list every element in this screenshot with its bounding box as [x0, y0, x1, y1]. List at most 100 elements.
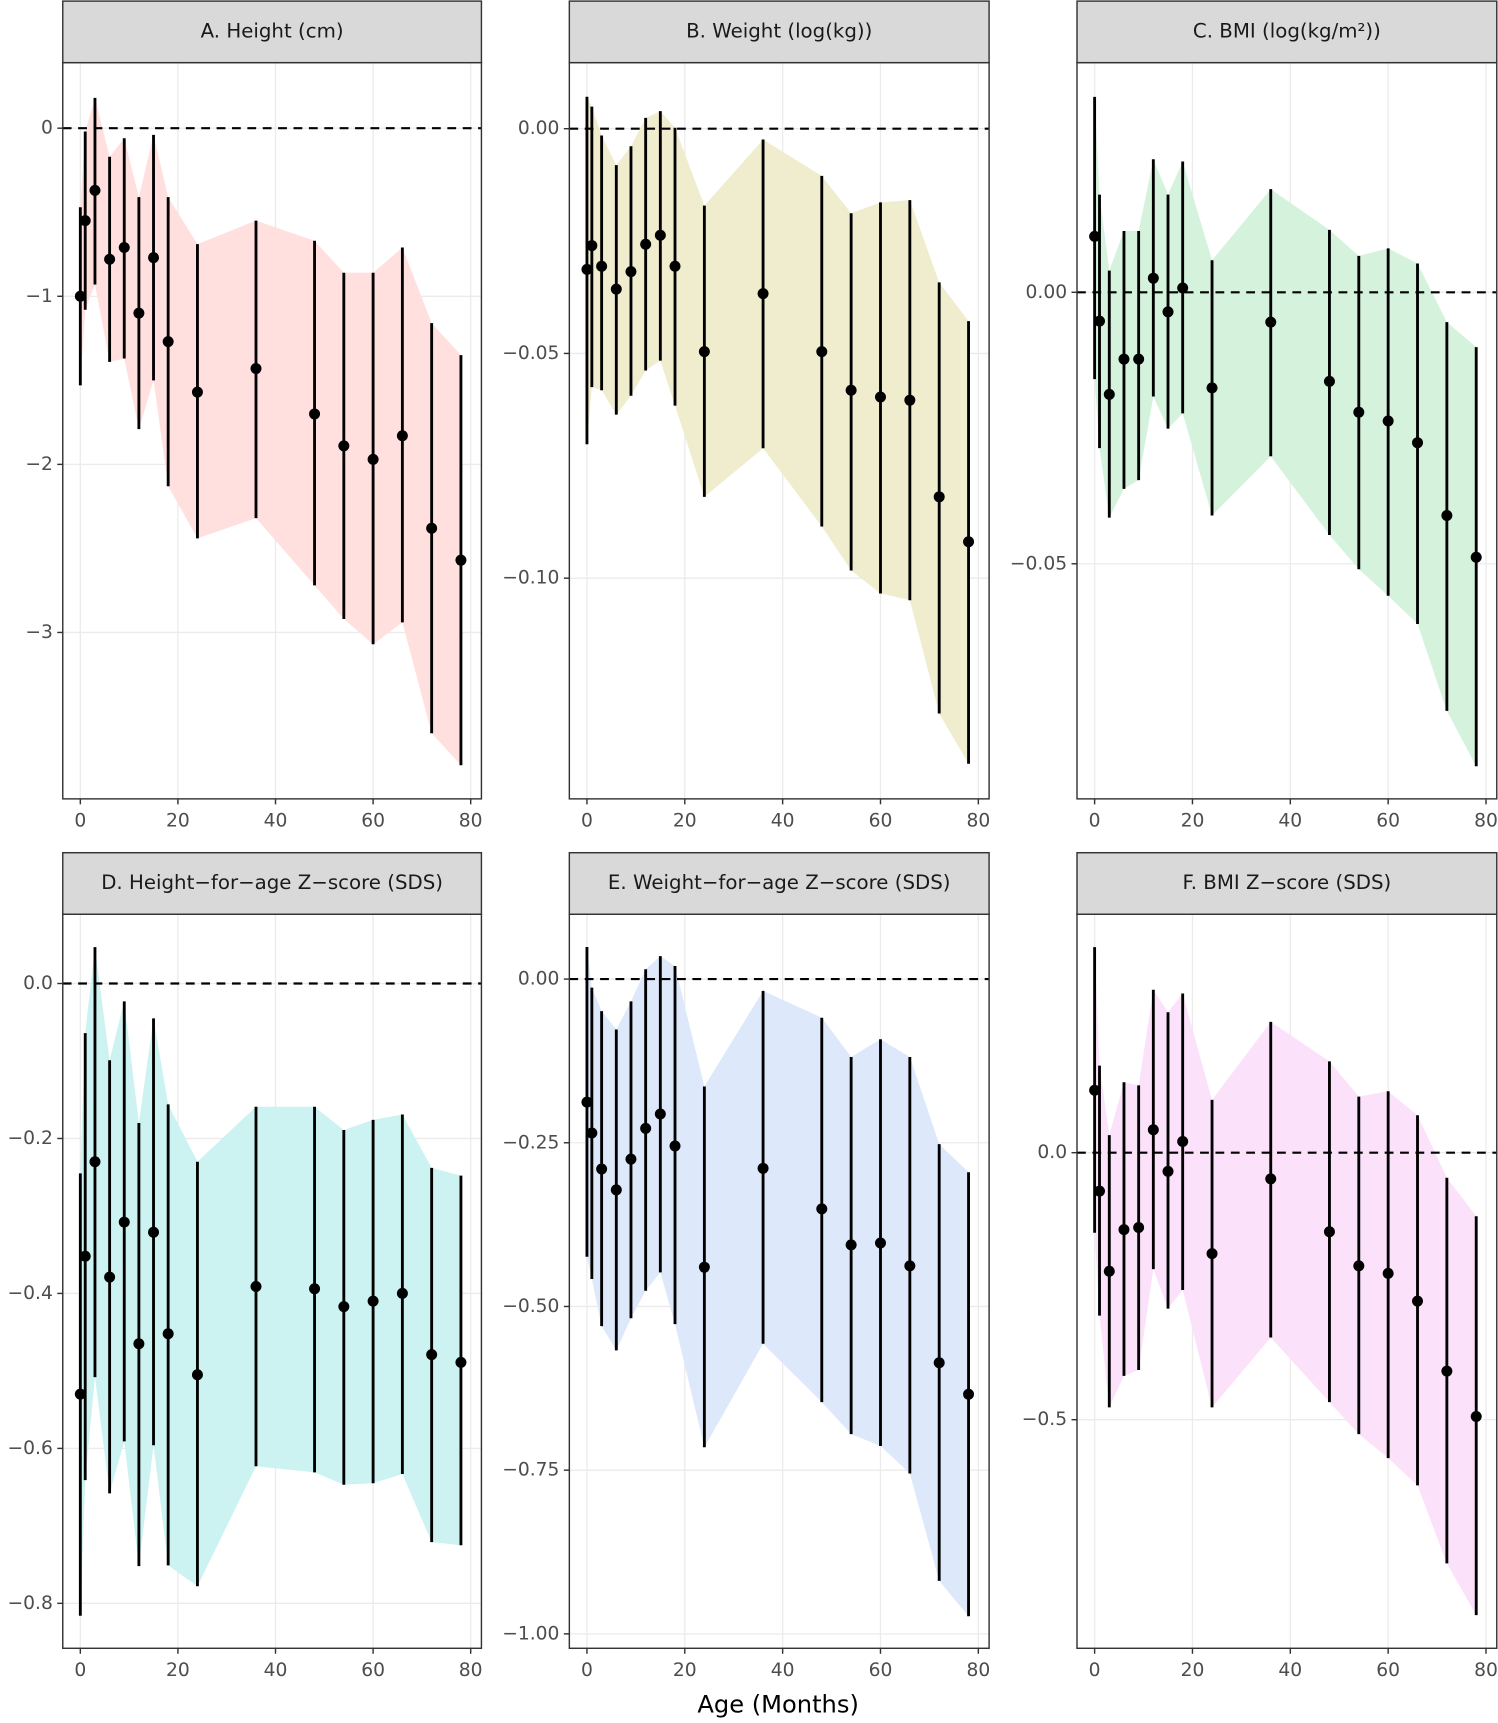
x-tick-label: 0	[1089, 1660, 1101, 1681]
point	[455, 554, 467, 566]
x-tick-label: 20	[1181, 1660, 1205, 1681]
point	[396, 1287, 408, 1299]
point	[148, 1226, 160, 1238]
point	[904, 1260, 916, 1272]
point	[118, 1216, 130, 1228]
point	[338, 440, 350, 452]
point	[426, 1349, 438, 1361]
y-tick-label: 0.0	[1037, 1142, 1067, 1163]
y-tick-label: −0.05	[502, 343, 559, 364]
point	[625, 266, 637, 278]
point	[698, 346, 710, 358]
point	[1265, 316, 1277, 328]
strip	[62, 851, 483, 915]
point	[1133, 1221, 1145, 1233]
x-tick-label: 60	[1376, 1660, 1400, 1681]
point	[581, 1096, 593, 1108]
point	[1441, 1365, 1453, 1377]
point	[367, 1295, 379, 1307]
point	[309, 1283, 321, 1295]
strip	[62, 0, 483, 64]
x-tick-label: 40	[264, 810, 288, 831]
x-tick-label: 0	[581, 810, 593, 831]
point	[757, 1162, 769, 1174]
point	[250, 1280, 262, 1292]
point	[89, 184, 101, 196]
y-tick-label: −0.05	[1010, 553, 1067, 574]
y-tick-label: −0.6	[8, 1438, 53, 1459]
x-tick-label: 20	[673, 810, 697, 831]
x-tick-label: 40	[264, 1660, 288, 1681]
point	[191, 386, 203, 398]
point	[845, 384, 857, 396]
x-tick-label: 0	[1089, 810, 1101, 831]
panel-title: D. Height−for−age Z−score (SDS)	[101, 871, 443, 894]
x-tick-label: 80	[966, 1660, 990, 1681]
point	[1133, 353, 1145, 365]
point	[698, 1261, 710, 1273]
point	[191, 1369, 203, 1381]
x-tick-label: 60	[361, 1660, 385, 1681]
point	[1089, 230, 1101, 242]
point	[104, 1271, 116, 1283]
point	[845, 1239, 857, 1251]
point	[625, 1153, 637, 1165]
point	[148, 252, 160, 264]
y-tick-label: 0.00	[1026, 282, 1068, 303]
ribbon	[586, 946, 969, 1617]
x-tick-label: 40	[1278, 1660, 1302, 1681]
point	[586, 1127, 598, 1139]
point	[1103, 388, 1115, 400]
x-tick-label: 20	[1181, 810, 1205, 831]
ribbon	[80, 947, 461, 1616]
y-tick-label: 0.00	[518, 118, 560, 139]
point	[933, 491, 945, 503]
y-tick-label: −0.50	[502, 1296, 559, 1317]
y-tick-label: −0.25	[502, 1132, 559, 1153]
point	[610, 1184, 622, 1196]
point	[1147, 1124, 1159, 1136]
x-tick-label: 80	[1474, 810, 1498, 831]
point	[654, 1108, 666, 1120]
point	[1382, 1267, 1394, 1279]
point	[1094, 1185, 1106, 1197]
point	[610, 283, 622, 295]
point	[162, 1328, 174, 1340]
point	[596, 1163, 608, 1175]
point	[963, 1388, 975, 1400]
x-tick-label: 60	[869, 1660, 893, 1681]
point	[396, 430, 408, 442]
point	[338, 1301, 350, 1313]
point	[1206, 1248, 1218, 1260]
y-tick-label: −0.5	[1022, 1409, 1067, 1430]
point	[104, 253, 116, 265]
panel-title: E. Weight−for−age Z−score (SDS)	[608, 871, 951, 894]
point	[596, 260, 608, 272]
point	[1162, 1165, 1174, 1177]
panel-title: B. Weight (log(kg))	[686, 19, 872, 42]
point	[309, 408, 321, 420]
y-tick-label: −0.75	[502, 1460, 559, 1481]
point	[1323, 375, 1335, 387]
point	[1412, 1295, 1424, 1307]
ribbon	[80, 97, 461, 766]
x-tick-label: 60	[869, 810, 893, 831]
point	[1177, 1135, 1189, 1147]
y-tick-label: 0.0	[23, 973, 53, 994]
x-tick-label: 60	[1376, 810, 1400, 831]
point	[963, 536, 975, 548]
strip	[568, 851, 990, 915]
point	[816, 1203, 828, 1215]
point	[640, 1122, 652, 1134]
x-tick-label: 80	[459, 1660, 483, 1681]
point	[654, 229, 666, 241]
point	[74, 1388, 86, 1400]
strip	[568, 0, 990, 64]
point	[669, 260, 681, 272]
y-tick-label: −2	[25, 454, 53, 475]
point	[79, 215, 91, 227]
point	[250, 363, 262, 375]
ribbon	[1094, 947, 1477, 1616]
panel-title: C. BMI (log(kg/m²))	[1193, 19, 1381, 42]
